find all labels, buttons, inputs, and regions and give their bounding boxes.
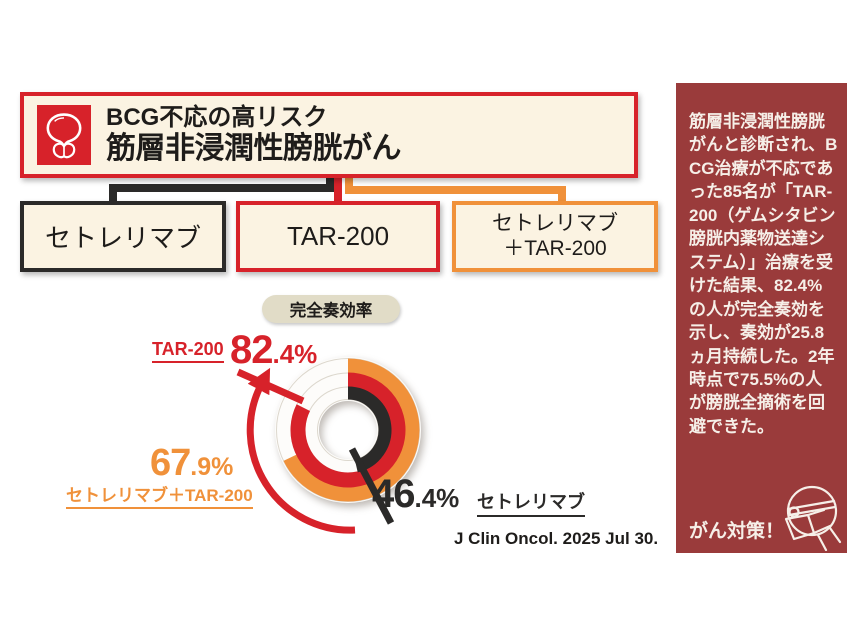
- improvement-arrow: [246, 367, 356, 534]
- value-fraction: .4%: [414, 483, 460, 513]
- donut-track-band: [275, 357, 421, 503]
- callout-value-cetrelimab: 46.4%: [372, 474, 459, 514]
- treatment-label-line1: セトレリマブ: [492, 211, 618, 235]
- leader-line-red: [236, 368, 305, 405]
- treatment-label: セトレリマブ: [44, 223, 201, 253]
- header-line1: BCG不応の高リスク: [106, 103, 328, 131]
- treatment-label: TAR-200: [286, 221, 390, 251]
- chart-title: 完全奏効率: [289, 302, 373, 320]
- callout-label-cetrelimab: セトレリマブ: [477, 488, 585, 517]
- connector-black: [109, 176, 334, 203]
- source-citation: J Clin Oncol. 2025 Jul 30.: [454, 529, 659, 548]
- callout-label-combination: セトレリマブ＋TAR-200: [66, 481, 253, 509]
- treatment-label-line2: ＋TAR-200: [503, 236, 607, 260]
- donut-arc-middle: [290, 372, 406, 488]
- bladder-icon: [37, 105, 91, 165]
- value-fraction: .4%: [272, 339, 318, 369]
- header-title: BCG不応の高リスク 筋層非浸潤性膀胱がん: [106, 103, 402, 165]
- treatment-box-cetrelimab: セトレリマブ: [20, 201, 226, 272]
- header-line2: 筋層非浸潤性膀胱がん: [106, 131, 402, 165]
- header-box: BCG不応の高リスク 筋層非浸潤性膀胱がん: [20, 92, 638, 178]
- track-edge-mid2: [304, 386, 392, 474]
- summary-text: 筋層非浸潤性膀胱がんと診断され、BCG治療が不応であった85名が「TAR-200…: [689, 112, 838, 436]
- connector-orange: [345, 176, 566, 203]
- chart-title-pill: 完全奏効率: [262, 295, 400, 323]
- treatment-box-tar200: TAR-200: [236, 201, 440, 272]
- summary-sidebar: 筋層非浸潤性膀胱がんと診断され、BCG治療が不応であった85名が「TAR-200…: [676, 83, 847, 553]
- treatment-box-combination: セトレリマブ ＋TAR-200: [452, 201, 658, 272]
- value-fraction: .9%: [190, 453, 234, 481]
- track-edge-mid1: [290, 372, 406, 488]
- callout-value-tar200: 82.4%: [230, 330, 317, 370]
- doctor-mask-icon: [784, 485, 842, 551]
- value-integer: 82: [230, 328, 273, 372]
- value-integer: 67: [150, 442, 191, 484]
- callout-label-tar200: TAR-200: [152, 339, 224, 363]
- value-integer: 46: [372, 472, 415, 516]
- callout-value-combination: 67.9%: [150, 444, 233, 482]
- brand-label: がん対策！: [689, 521, 785, 542]
- track-edge-hole: [317, 399, 379, 461]
- donut-arc-inner: [347, 386, 392, 473]
